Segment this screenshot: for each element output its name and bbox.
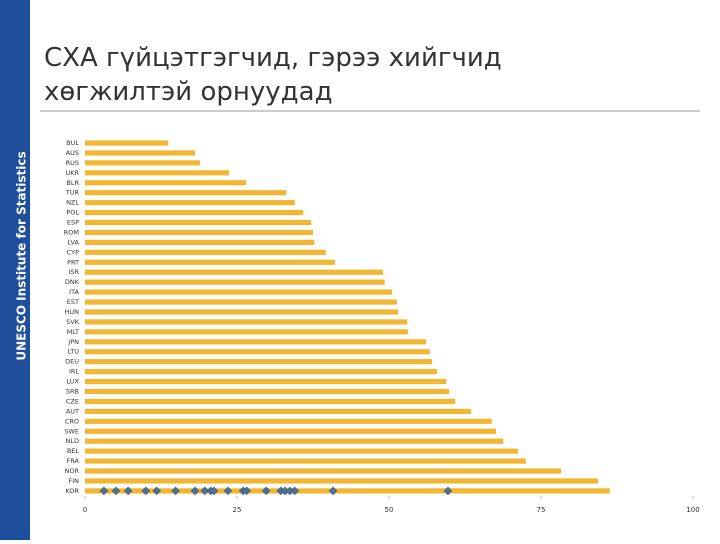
y-tick-label: HUN — [64, 308, 79, 316]
bar — [85, 438, 504, 444]
diamond-marker — [261, 486, 271, 496]
diamond-marker — [242, 486, 252, 496]
bar — [85, 378, 447, 385]
y-tick-label: UKR — [65, 169, 79, 177]
bar — [85, 140, 169, 146]
x-tick-label: 100 — [686, 506, 699, 514]
diamond-marker — [200, 486, 210, 496]
bar — [85, 239, 315, 245]
bar — [85, 408, 472, 414]
bar — [85, 200, 295, 206]
bar — [85, 388, 450, 395]
diamond-marker — [123, 486, 133, 496]
y-tick-label: LVA — [68, 238, 80, 246]
x-tick-label: 50 — [385, 506, 394, 514]
diamond-marker — [443, 486, 453, 496]
bar — [85, 339, 427, 345]
y-tick-label: AUS — [66, 149, 79, 157]
bar — [85, 209, 304, 216]
y-tick-label: BEL — [67, 447, 80, 455]
bar — [85, 478, 599, 484]
y-tick-label: BLR — [66, 179, 79, 187]
bar — [85, 369, 438, 375]
bar — [85, 229, 313, 236]
bar — [85, 170, 230, 176]
y-tick-label: FRA — [67, 457, 80, 465]
y-tick-label: LTU — [68, 348, 80, 356]
y-tick-label: EST — [67, 298, 79, 306]
y-tick-label: ROM — [64, 228, 79, 236]
bar — [85, 349, 430, 355]
y-tick-label: NOR — [65, 467, 80, 475]
y-tick-label: FIN — [68, 477, 79, 485]
diamond-marker — [99, 486, 109, 496]
y-tick-label: KOR — [65, 487, 79, 495]
y-tick-label: JPN — [67, 338, 79, 346]
diamond-marker — [223, 486, 233, 496]
bar — [85, 428, 497, 434]
y-tick-label: IRL — [69, 368, 79, 376]
y-tick-label: ITA — [69, 288, 79, 296]
y-tick-label: DNK — [65, 278, 80, 286]
bar — [85, 299, 397, 305]
y-tick-label: RUS — [66, 159, 79, 167]
y-tick-label: SVK — [66, 318, 80, 326]
bar — [85, 269, 383, 275]
bar — [85, 329, 408, 335]
bar — [85, 319, 408, 325]
bar — [85, 259, 335, 265]
bar — [85, 249, 326, 255]
y-tick-label: BUL — [66, 139, 79, 147]
bar — [85, 160, 200, 166]
y-tick-label: PRT — [67, 258, 79, 266]
bar — [85, 219, 312, 226]
bar — [85, 468, 562, 474]
diamond-marker — [190, 486, 200, 496]
bar — [85, 398, 456, 405]
bar — [85, 190, 287, 196]
y-tick-label: AUT — [66, 407, 79, 415]
diamond-marker — [152, 486, 162, 496]
y-tick-label: CZE — [66, 397, 79, 405]
sidebar-band — [0, 0, 30, 540]
sidebar-label: UNESCO Institute for Statistics — [15, 151, 29, 360]
bar — [85, 289, 393, 295]
y-tick-label: SRB — [66, 388, 79, 396]
chart-title: СХА гүйцэтгэгчид, гэрээ хийгчид хөгжилтэй… — [44, 43, 502, 107]
diamond-marker — [328, 486, 338, 496]
bar — [85, 458, 526, 464]
x-tick-label: 0 — [83, 506, 87, 514]
diamond-marker — [290, 486, 300, 496]
bar — [85, 448, 518, 454]
bar — [85, 309, 399, 315]
y-tick-label: NZL — [66, 199, 79, 207]
y-tick-label: LUX — [66, 378, 79, 386]
bar — [85, 488, 610, 494]
y-tick-label: DEU — [65, 358, 79, 366]
y-tick-label: MLT — [67, 328, 79, 336]
diamond-marker — [111, 486, 121, 496]
diamond-marker — [141, 486, 151, 496]
bar — [85, 359, 433, 365]
bar — [85, 180, 247, 186]
y-tick-label: NLD — [66, 437, 80, 445]
y-tick-label: CYP — [67, 248, 79, 256]
y-tick-label: ESP — [67, 219, 79, 227]
diamond-marker — [171, 486, 180, 496]
y-tick-label: CRO — [65, 417, 79, 425]
bar — [85, 150, 196, 156]
y-tick-label: SWE — [64, 427, 79, 435]
x-tick-label: 25 — [233, 506, 242, 514]
diamond-marker — [209, 486, 219, 496]
y-tick-label: TUR — [65, 189, 80, 197]
x-tick-label: 75 — [537, 506, 546, 514]
y-tick-label: ISR — [68, 268, 79, 276]
y-tick-label: POL — [66, 209, 79, 217]
bar — [85, 418, 492, 424]
bar — [85, 279, 385, 285]
